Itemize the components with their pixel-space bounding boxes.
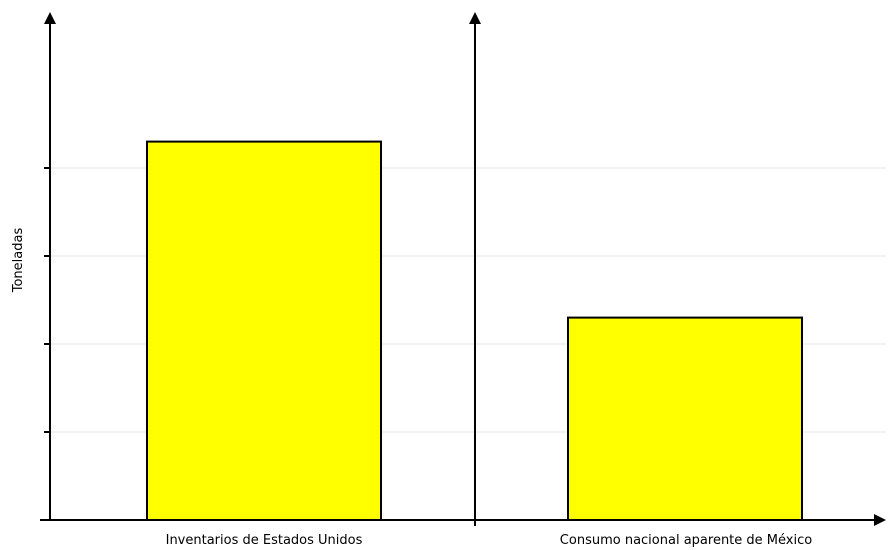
category-label-1: Consumo nacional aparente de México [560, 533, 812, 548]
left-y-axis-arrow [44, 12, 56, 24]
bar-1 [567, 316, 803, 521]
category-label-0: Inventarios de Estados Unidos [166, 533, 363, 548]
y-ticks [44, 167, 50, 433]
y-axis-label: Toneladas [11, 228, 26, 294]
bar-0 [146, 140, 382, 521]
axes [40, 12, 886, 526]
right-y-axis-arrow [469, 12, 481, 24]
x-axis-arrow [874, 514, 886, 526]
